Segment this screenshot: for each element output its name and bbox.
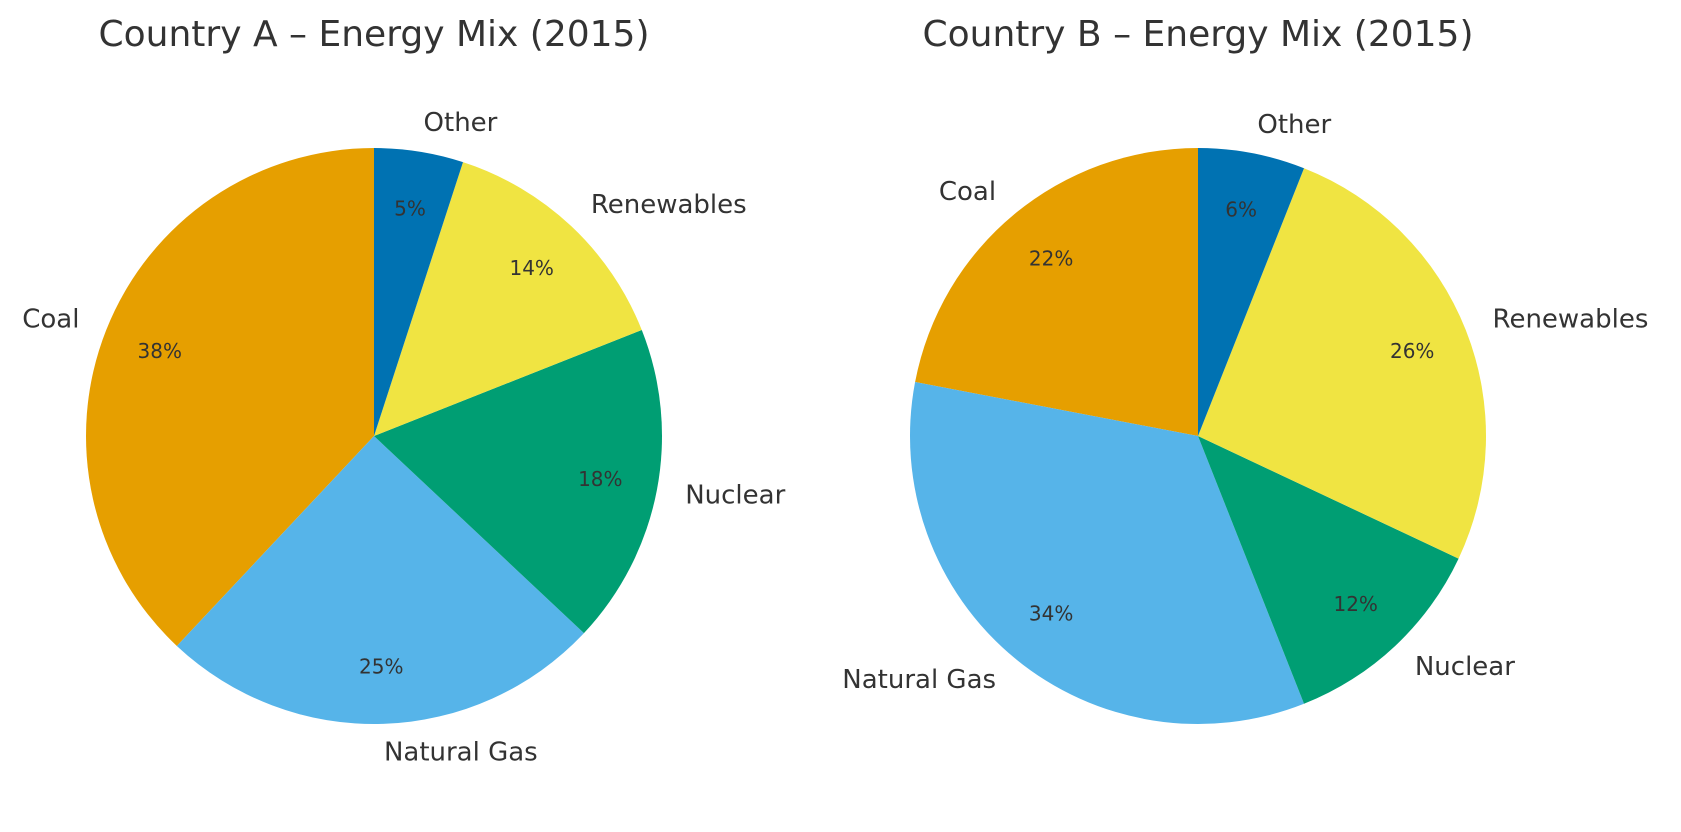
slice-label-renewables: Renewables: [1493, 304, 1649, 334]
slice-label-natural-gas: Natural Gas: [842, 665, 996, 695]
slice-pct-natural-gas: 34%: [1029, 602, 1073, 626]
slice-pct-other: 5%: [394, 196, 426, 220]
slice-label-coal: Coal: [22, 304, 79, 334]
slice-coal: [915, 148, 1198, 436]
slice-nuclear: [1198, 436, 1459, 704]
slice-label-natural-gas: Natural Gas: [384, 738, 538, 768]
slice-renewables: [374, 162, 642, 437]
slice-other: [374, 148, 463, 436]
slice-coal: [85, 148, 374, 646]
slice-pct-nuclear: 12%: [1333, 592, 1377, 616]
slice-pct-coal: 38%: [138, 339, 182, 363]
slice-pct-other: 6%: [1225, 198, 1257, 222]
slice-label-nuclear: Nuclear: [685, 480, 785, 510]
slice-label-renewables: Renewables: [591, 190, 747, 220]
slice-pct-natural-gas: 25%: [359, 654, 403, 678]
chart-title-a: Country A – Energy Mix (2015): [99, 14, 650, 55]
slice-renewables: [1198, 168, 1486, 559]
slice-pct-renewables: 26%: [1390, 339, 1434, 363]
slice-natural-gas: [176, 436, 584, 725]
slice-pct-nuclear: 18%: [578, 467, 622, 491]
slice-other: [1198, 148, 1305, 436]
pie-country-b: Coal 22% Natural Gas 34% Nuclear 12% Renewable…: [842, 110, 1648, 724]
slice-natural-gas: [910, 382, 1305, 724]
slice-label-nuclear: Nuclear: [1415, 652, 1515, 682]
slice-pct-renewables: 14%: [509, 256, 553, 280]
slice-label-other: Other: [1257, 110, 1331, 140]
slice-pct-coal: 22%: [1029, 246, 1073, 270]
slice-label-other: Other: [424, 108, 498, 138]
pie-country-a: Coal 38% Natural Gas 25% Nuclear 18% Renewable…: [22, 108, 785, 768]
slice-nuclear: [374, 329, 662, 634]
slice-label-coal: Coal: [939, 177, 996, 207]
chart-title-b: Country B – Energy Mix (2015): [922, 14, 1473, 55]
